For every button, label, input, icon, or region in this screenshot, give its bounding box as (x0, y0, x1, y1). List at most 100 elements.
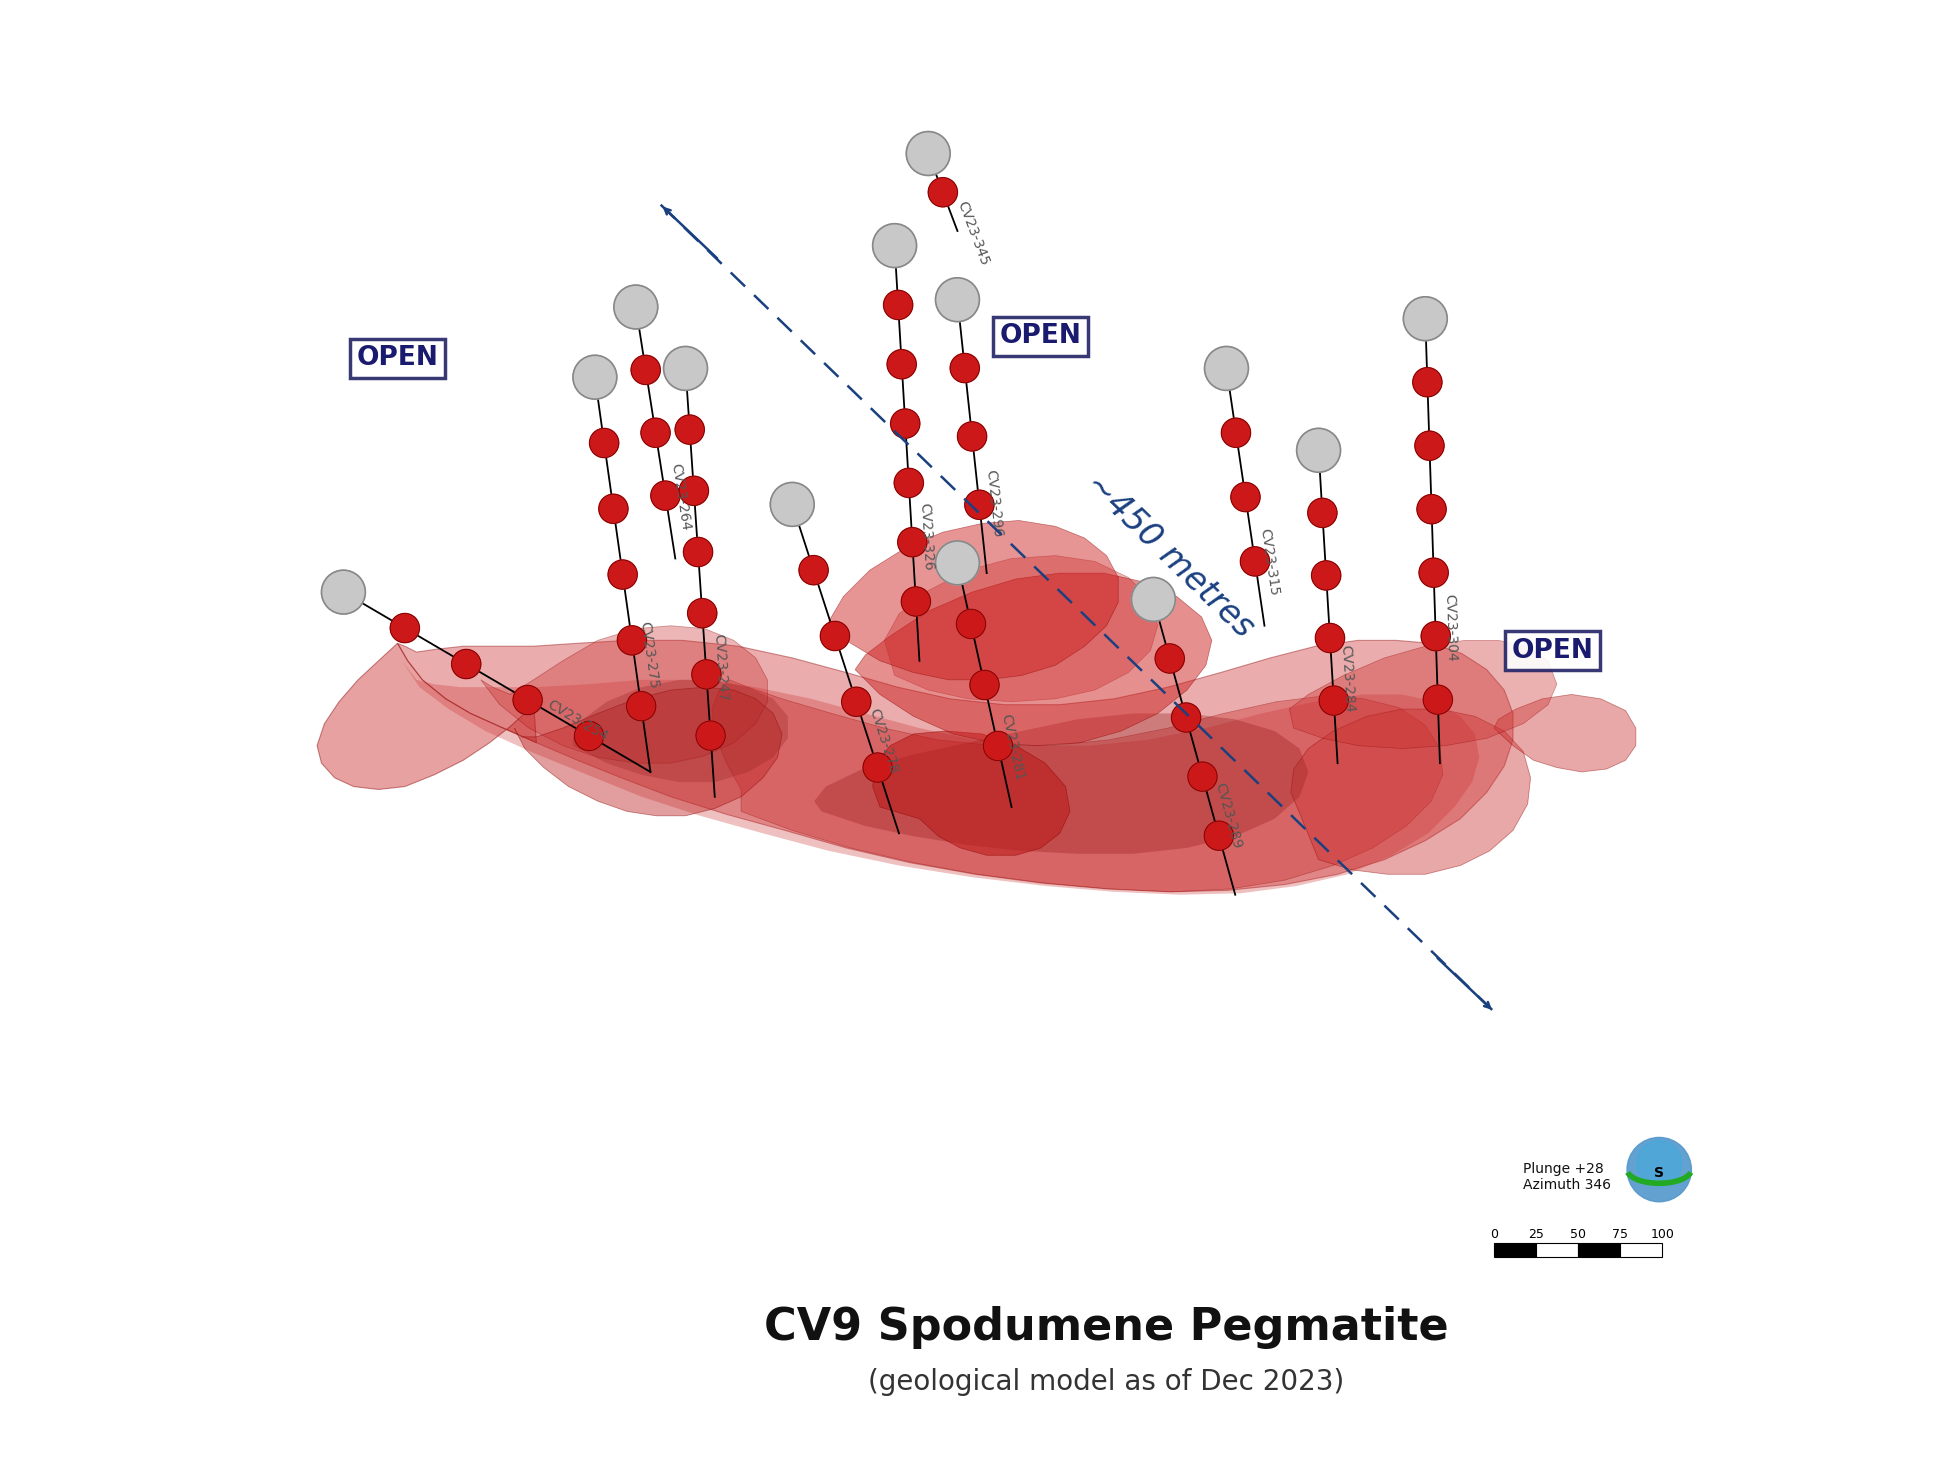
Circle shape (1205, 822, 1234, 851)
Circle shape (800, 556, 829, 585)
Polygon shape (874, 731, 1071, 855)
Bar (1494, 1243, 1537, 1257)
Circle shape (1240, 547, 1269, 576)
Text: CV23-315: CV23-315 (1258, 526, 1281, 596)
Circle shape (864, 753, 893, 782)
Circle shape (599, 494, 628, 523)
Circle shape (1221, 418, 1250, 447)
Polygon shape (515, 687, 782, 816)
Polygon shape (856, 573, 1211, 746)
Text: S: S (1654, 1165, 1663, 1180)
Circle shape (675, 415, 704, 444)
Circle shape (770, 482, 815, 526)
Circle shape (1412, 367, 1441, 396)
Text: OPEN: OPEN (357, 345, 439, 371)
Circle shape (901, 586, 930, 616)
Circle shape (1420, 558, 1449, 588)
Circle shape (642, 418, 671, 447)
Circle shape (632, 355, 661, 385)
Circle shape (936, 541, 979, 585)
Text: (geological model as of Dec 2023): (geological model as of Dec 2023) (868, 1367, 1346, 1396)
Circle shape (1308, 499, 1338, 528)
Polygon shape (1291, 709, 1531, 874)
Text: CV23-254: CV23-254 (544, 697, 610, 744)
Polygon shape (1289, 640, 1556, 749)
Text: CV23-275: CV23-275 (638, 621, 661, 690)
Circle shape (679, 477, 708, 506)
Circle shape (928, 178, 957, 206)
Circle shape (950, 354, 979, 383)
Circle shape (1318, 686, 1347, 715)
Circle shape (573, 355, 616, 399)
Circle shape (1424, 686, 1453, 715)
Circle shape (891, 409, 920, 439)
Circle shape (821, 621, 850, 651)
Circle shape (965, 490, 994, 519)
Circle shape (1418, 494, 1447, 523)
Text: CV23-281: CV23-281 (998, 713, 1028, 782)
Circle shape (874, 224, 916, 268)
Circle shape (651, 481, 681, 510)
Circle shape (897, 528, 926, 557)
Polygon shape (815, 713, 1308, 854)
Circle shape (895, 468, 924, 497)
Text: 100: 100 (1650, 1228, 1675, 1241)
Text: CV23-284: CV23-284 (1338, 643, 1355, 712)
Circle shape (614, 285, 657, 329)
Circle shape (1205, 346, 1248, 390)
Circle shape (692, 659, 722, 689)
Polygon shape (712, 680, 1443, 892)
Polygon shape (1494, 694, 1636, 772)
Text: CV23-296: CV23-296 (983, 468, 1004, 538)
Circle shape (1188, 762, 1217, 791)
Circle shape (618, 626, 647, 655)
Bar (1537, 1243, 1578, 1257)
Polygon shape (573, 680, 788, 782)
Text: CV23-278: CV23-278 (866, 706, 901, 775)
Circle shape (322, 570, 365, 614)
Circle shape (682, 538, 712, 567)
Text: OPEN: OPEN (1511, 637, 1593, 664)
Text: CV23-264: CV23-264 (669, 462, 692, 531)
Circle shape (887, 349, 916, 379)
Circle shape (1312, 561, 1342, 591)
Circle shape (1404, 297, 1447, 341)
Bar (1578, 1243, 1620, 1257)
Text: 0: 0 (1490, 1228, 1498, 1241)
Circle shape (1416, 431, 1445, 461)
Polygon shape (318, 643, 536, 789)
Circle shape (589, 428, 618, 458)
Polygon shape (398, 640, 1513, 892)
Circle shape (1626, 1137, 1691, 1202)
Circle shape (696, 721, 725, 750)
Circle shape (608, 560, 638, 589)
Bar (1620, 1243, 1661, 1257)
Circle shape (956, 610, 985, 639)
Circle shape (1636, 1140, 1681, 1186)
Text: CV23-289: CV23-289 (1213, 781, 1244, 849)
Circle shape (957, 421, 987, 450)
Circle shape (1154, 643, 1184, 673)
Circle shape (688, 598, 718, 627)
Circle shape (936, 278, 979, 322)
Text: CV23-326: CV23-326 (918, 503, 936, 572)
Circle shape (452, 649, 482, 678)
Polygon shape (829, 520, 1117, 680)
Text: Plunge +28
Azimuth 346: Plunge +28 Azimuth 346 (1523, 1162, 1611, 1192)
Text: CV23-247: CV23-247 (712, 633, 729, 702)
Text: CV9 Spodumene Pegmatite: CV9 Spodumene Pegmatite (764, 1306, 1449, 1349)
Text: ~450 metres: ~450 metres (1078, 466, 1260, 643)
Circle shape (626, 692, 655, 721)
Text: 75: 75 (1613, 1228, 1628, 1241)
Text: 50: 50 (1570, 1228, 1585, 1241)
Circle shape (883, 291, 913, 320)
Circle shape (842, 687, 872, 716)
Circle shape (1172, 703, 1201, 732)
Circle shape (1297, 428, 1340, 472)
Circle shape (663, 346, 708, 390)
Circle shape (1131, 577, 1176, 621)
Circle shape (1230, 482, 1260, 512)
Circle shape (969, 670, 998, 700)
Polygon shape (482, 626, 768, 763)
Circle shape (1422, 621, 1451, 651)
